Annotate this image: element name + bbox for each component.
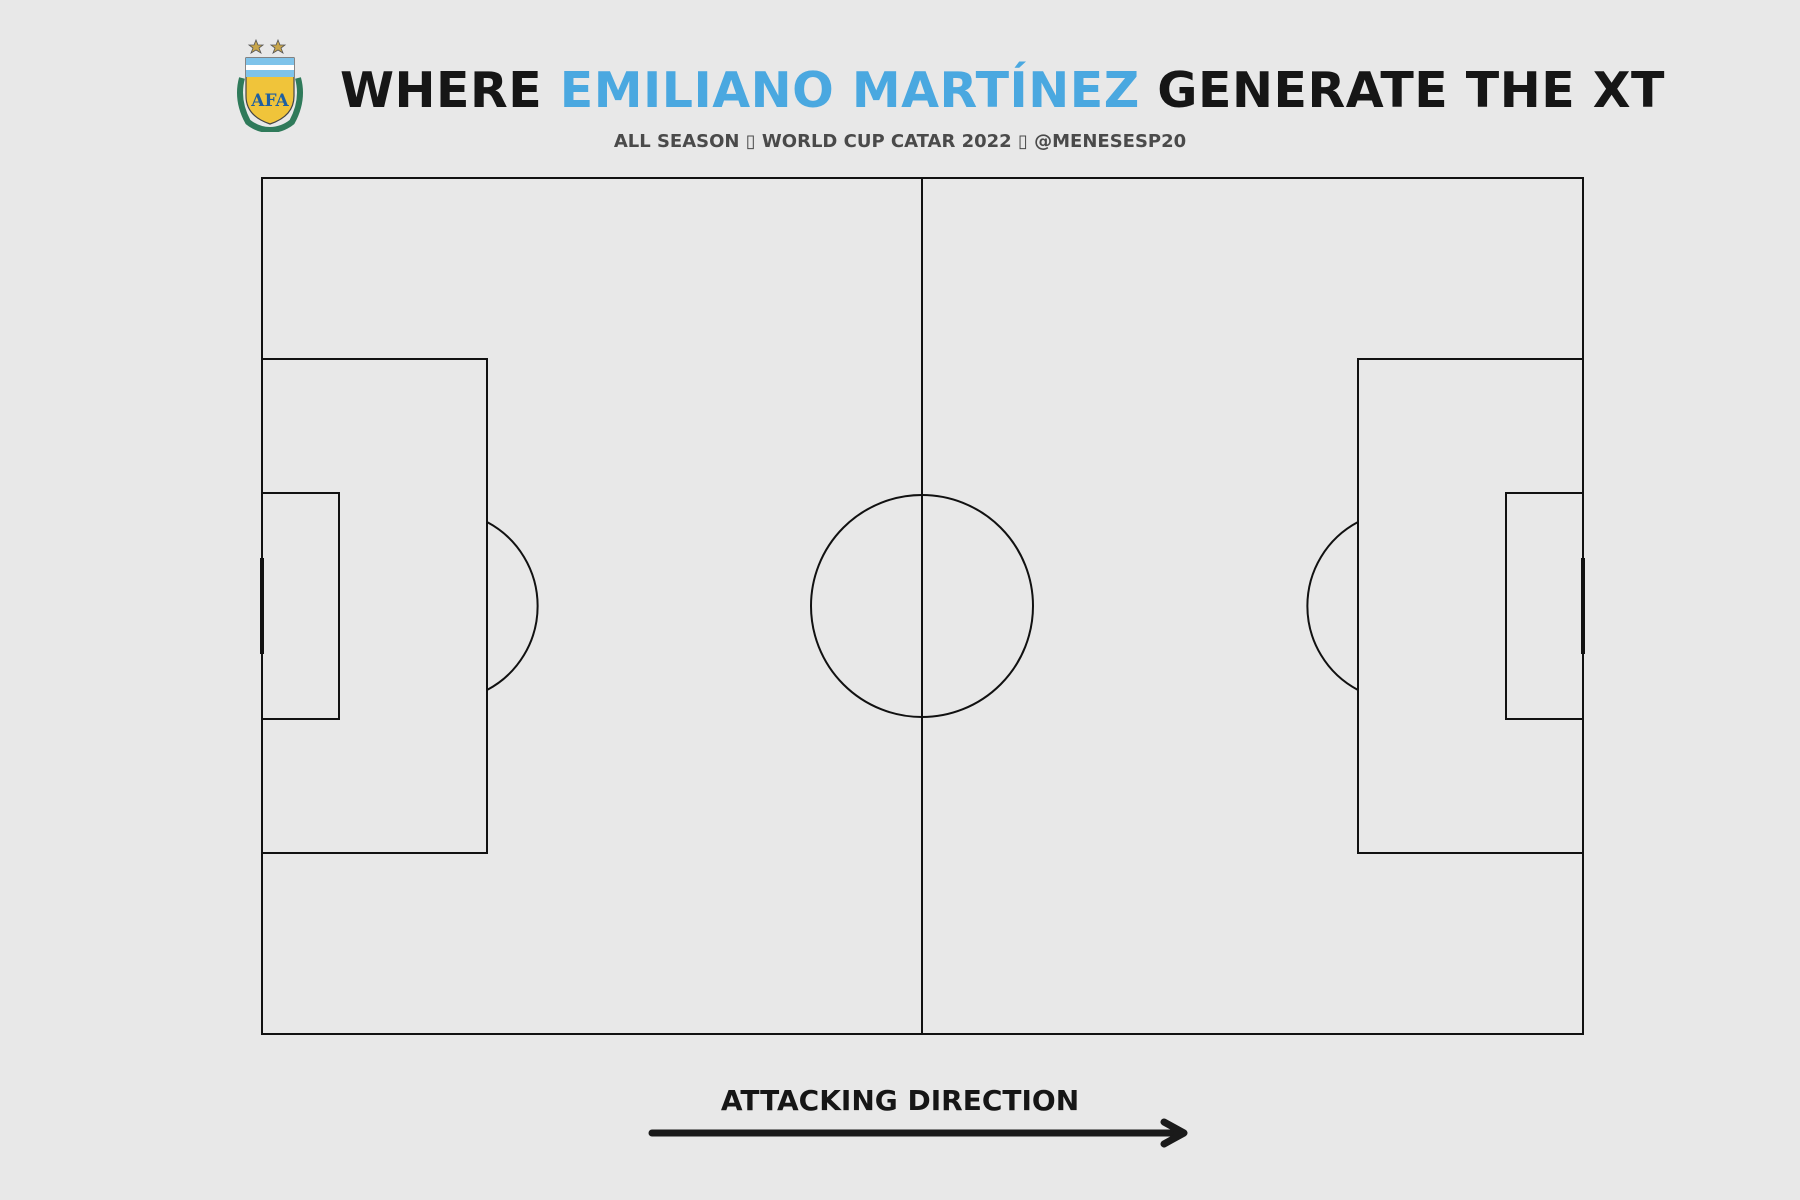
title-suffix: GENERATE THE XT [1139, 62, 1665, 119]
arrow-right-icon [648, 1118, 1188, 1148]
player-name: EMILIANO MARTÍNEZ [559, 62, 1140, 119]
right-six-yard-box [1505, 492, 1584, 720]
star-icon [269, 38, 287, 54]
subtitle: ALL SEASON ▯ WORLD CUP CATAR 2022 ▯ @MEN… [613, 131, 1187, 152]
page-title: WHERE EMILIANO MARTÍNEZ GENERATE THE XT [340, 56, 1665, 126]
title-prefix: WHERE [340, 62, 560, 119]
left-penalty-area [261, 358, 488, 854]
left-penalty-arc [486, 521, 539, 691]
crest-text: AFA [250, 91, 289, 111]
afa-crest-icon: AFA [237, 38, 303, 132]
right-penalty-arc [1306, 521, 1359, 691]
centre-circle [810, 494, 1034, 718]
attacking-direction-label: ATTACKING DIRECTION [720, 1084, 1080, 1117]
right-penalty-area [1357, 358, 1584, 854]
left-six-yard-box [261, 492, 340, 720]
star-icon [247, 38, 265, 54]
